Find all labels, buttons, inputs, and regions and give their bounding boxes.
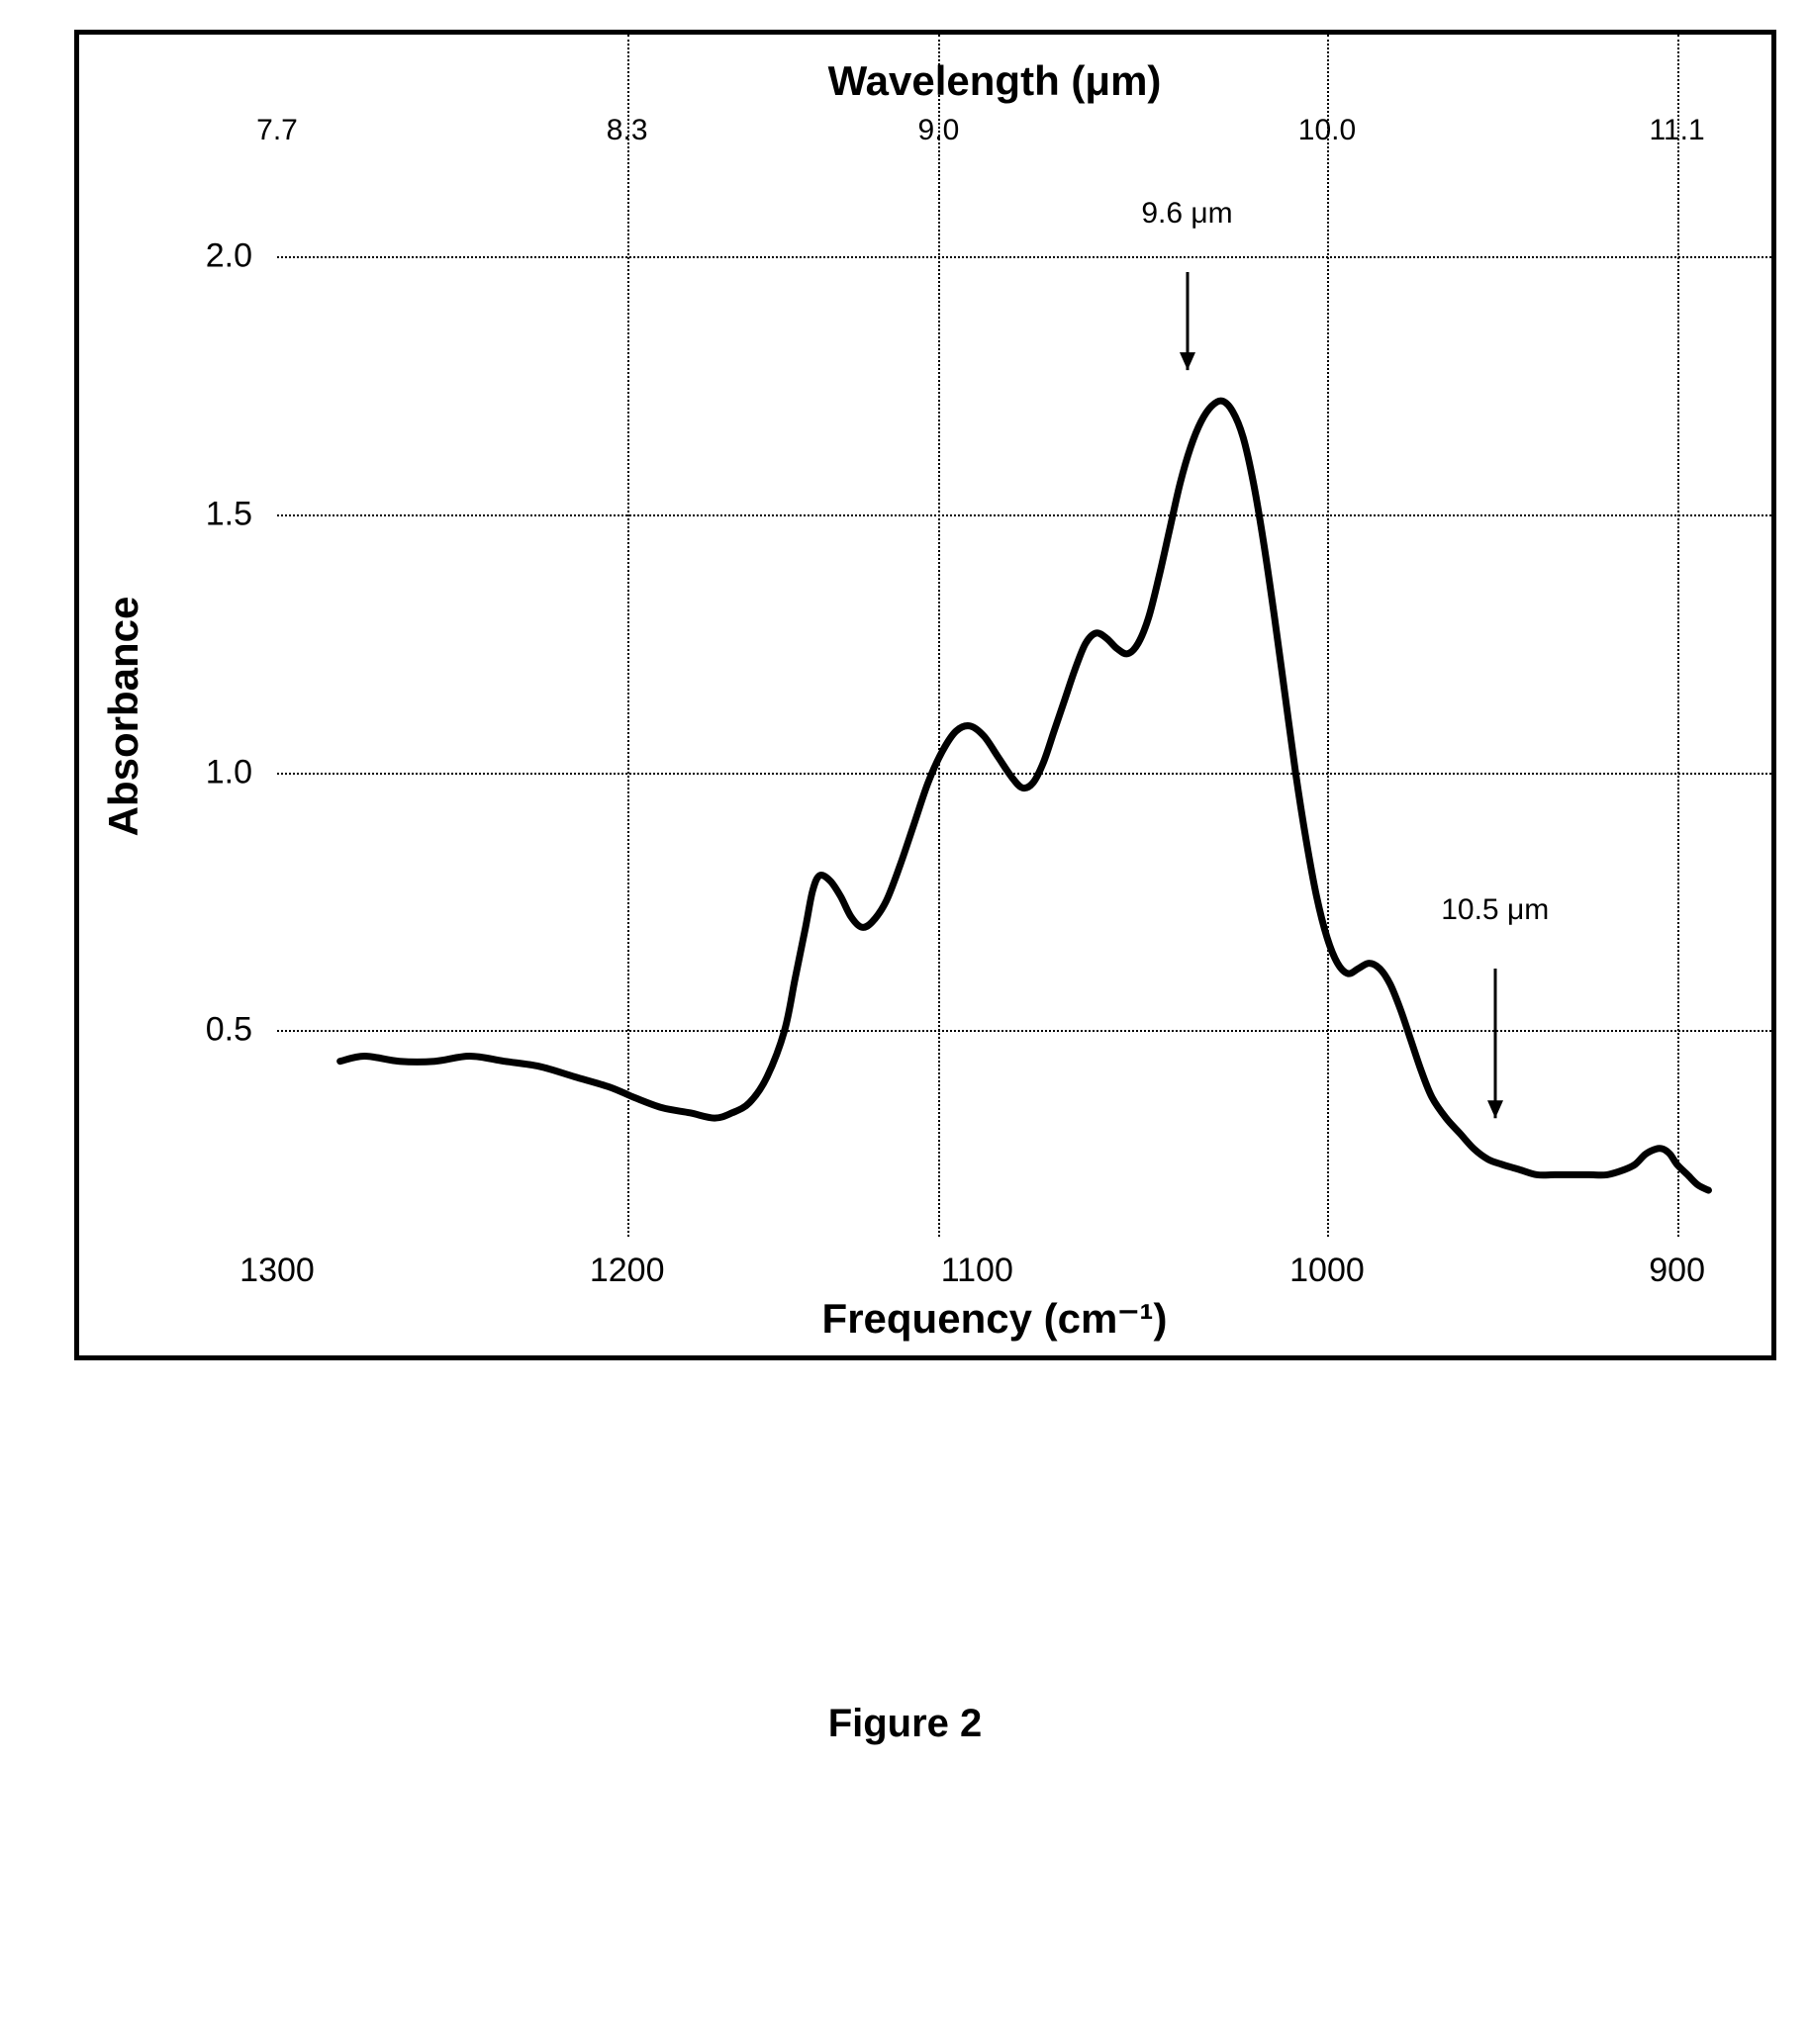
peak-annotation-label: 10.5 μm (1441, 893, 1549, 927)
annotation-arrow (1476, 969, 1515, 1120)
bottom-axis-tick-label: 1000 (1289, 1252, 1365, 1290)
grid-line-horizontal (277, 256, 1771, 258)
y-axis-title: Absorbance (100, 597, 147, 837)
grid-line-horizontal (277, 514, 1771, 516)
y-axis-tick-label: 1.5 (206, 496, 252, 534)
y-axis-tick-label: 1.0 (206, 753, 252, 791)
y-axis-tick-label: 2.0 (206, 237, 252, 276)
bottom-axis-tick-label: 1300 (239, 1252, 315, 1290)
grid-line-vertical (938, 35, 940, 1237)
bottom-axis-tick-label: 900 (1649, 1252, 1705, 1290)
peak-annotation-label: 9.6 μm (1141, 197, 1232, 231)
y-axis-tick-label: 0.5 (206, 1011, 252, 1050)
annotation-arrow (1168, 272, 1207, 372)
figure-caption: Figure 2 (828, 1702, 983, 1746)
top-axis-tick-label: 8.3 (607, 114, 648, 147)
top-axis-tick-label: 9.0 (918, 114, 960, 147)
bottom-axis-tick-label: 1100 (941, 1252, 1013, 1290)
top-axis-tick-label: 11.1 (1650, 114, 1705, 147)
grid-line-vertical (1677, 35, 1679, 1237)
top-axis-tick-label: 7.7 (256, 114, 298, 147)
grid-line-vertical (1327, 35, 1329, 1237)
grid-line-horizontal (277, 1030, 1771, 1032)
bottom-axis-title: Frequency (cm⁻¹) (822, 1294, 1168, 1343)
top-axis-tick-label: 10.0 (1298, 114, 1356, 147)
top-axis-title: Wavelength (μm) (828, 57, 1162, 105)
bottom-axis-tick-label: 1200 (590, 1252, 665, 1290)
grid-line-vertical (627, 35, 629, 1237)
grid-line-horizontal (277, 773, 1771, 775)
